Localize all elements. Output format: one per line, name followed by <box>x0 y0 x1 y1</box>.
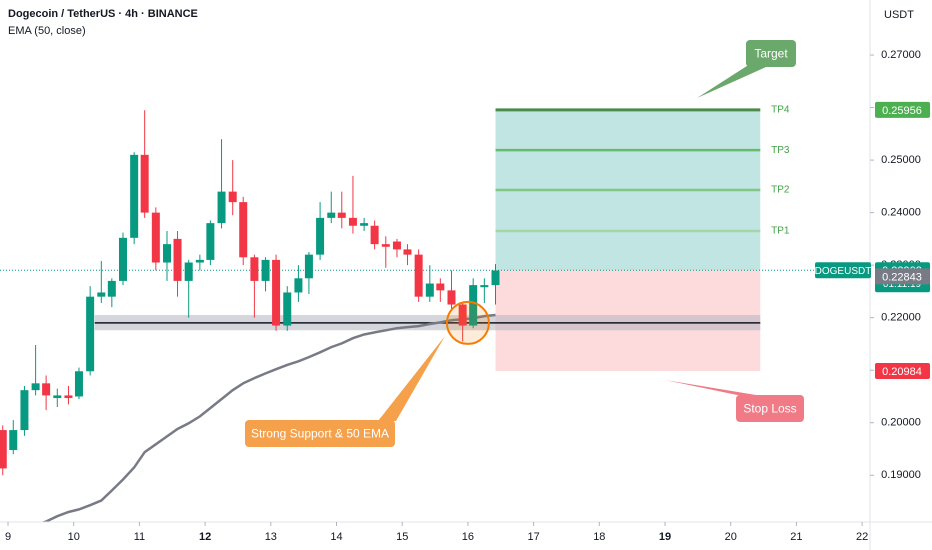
candle-body <box>239 202 248 258</box>
candle-body <box>370 225 379 245</box>
price-tag-label: 0.20984 <box>882 366 922 378</box>
level-label: TP3 <box>771 145 790 156</box>
callout-text: Stop Loss <box>743 402 796 416</box>
candle-body <box>195 259 204 263</box>
x-tick-label: 10 <box>68 531 80 543</box>
candle-body <box>327 212 336 218</box>
candle-body <box>283 292 292 326</box>
candle-body <box>425 283 434 297</box>
y-tick-label: 0.24000 <box>881 207 921 219</box>
y-tick-label: 0.22000 <box>881 312 921 324</box>
plot-area <box>0 108 870 522</box>
candle-body <box>360 223 369 226</box>
candle-body <box>64 395 73 399</box>
y-tick-label: 0.20000 <box>881 417 921 429</box>
candle-body <box>206 223 215 260</box>
callout-box <box>736 395 804 422</box>
candle-body <box>97 292 106 297</box>
x-tick-label: 12 <box>199 531 211 543</box>
candle-body <box>151 212 160 263</box>
candle-body <box>447 290 456 305</box>
candle-body <box>250 257 259 281</box>
price-tag-label: 0.22843 <box>882 271 922 283</box>
level-label: TP2 <box>771 185 790 196</box>
candle-body <box>294 278 303 293</box>
candle-body <box>414 254 423 297</box>
callout-text: Target <box>754 47 788 61</box>
x-tick-label: 11 <box>134 531 145 543</box>
callout-text: Strong Support & 50 EMA <box>251 427 389 441</box>
level-label: TP1 <box>771 226 790 237</box>
callout-pointer <box>665 380 762 396</box>
candle-body <box>316 217 325 255</box>
y-tick-label: 0.27000 <box>881 49 921 61</box>
indicator-label: EMA (50, close) <box>8 25 86 37</box>
ema-line <box>40 313 496 522</box>
x-tick-label: 21 <box>790 531 802 543</box>
countdown-label: 01:11:19 <box>883 279 922 290</box>
symbol-label: DOGEUSDT <box>815 266 872 277</box>
candle-body <box>436 283 445 291</box>
x-tick-label: 15 <box>396 531 408 543</box>
candle-body <box>272 259 281 326</box>
chart-title: Dogecoin / TetherUS · 4h · BINANCE <box>8 8 198 20</box>
candle-body <box>458 304 467 326</box>
candle-body <box>173 238 182 281</box>
candle-body <box>42 383 51 396</box>
candle-body <box>217 191 226 224</box>
symbol-tag <box>815 262 871 279</box>
currency-label: USDT <box>884 9 914 21</box>
candle-body <box>74 371 83 397</box>
x-tick-label: 14 <box>330 531 342 543</box>
candle-body <box>348 217 357 226</box>
x-tick-label: 22 <box>856 531 868 543</box>
x-tick-label: 9 <box>5 531 11 543</box>
callout-box <box>245 420 395 447</box>
x-tick-label: 17 <box>527 531 539 543</box>
candle-body <box>392 241 401 250</box>
x-tick-label: 13 <box>265 531 277 543</box>
callout-pointer <box>378 336 445 421</box>
candle-body <box>130 154 139 238</box>
candle-body <box>228 191 237 203</box>
candle-body <box>480 285 489 288</box>
price-tag-label: 0.25956 <box>882 105 922 117</box>
y-tick-label: 0.25000 <box>881 154 921 166</box>
candle-body <box>53 395 62 399</box>
price-tag <box>875 363 930 380</box>
candle-body <box>107 280 116 297</box>
level-label: TP4 <box>771 105 790 116</box>
price-tag <box>875 101 930 118</box>
callout-pointer <box>697 64 766 98</box>
candle-body <box>20 390 29 431</box>
candle-body <box>86 296 95 372</box>
candle-body <box>304 254 313 279</box>
candle-body <box>118 237 127 281</box>
candle-body <box>491 270 500 286</box>
x-tick-label: 18 <box>593 531 605 543</box>
x-tick-label: 20 <box>725 531 737 543</box>
candle-body <box>381 244 390 247</box>
candle-body <box>31 383 40 391</box>
price-tag <box>875 268 930 285</box>
x-tick-label: 16 <box>462 531 474 543</box>
callout-box <box>746 40 796 67</box>
candle-body <box>403 249 412 255</box>
candle-body <box>9 430 18 451</box>
candle-body <box>0 430 7 469</box>
y-tick-label: 0.19000 <box>881 469 921 481</box>
candle-body <box>163 244 172 263</box>
highlight-circle <box>445 300 490 345</box>
candle-body <box>184 262 193 281</box>
candle-body <box>337 212 346 218</box>
candle-body <box>261 259 270 281</box>
candle-body <box>140 154 149 213</box>
candle-body <box>469 285 478 326</box>
x-tick-label: 19 <box>659 531 671 543</box>
